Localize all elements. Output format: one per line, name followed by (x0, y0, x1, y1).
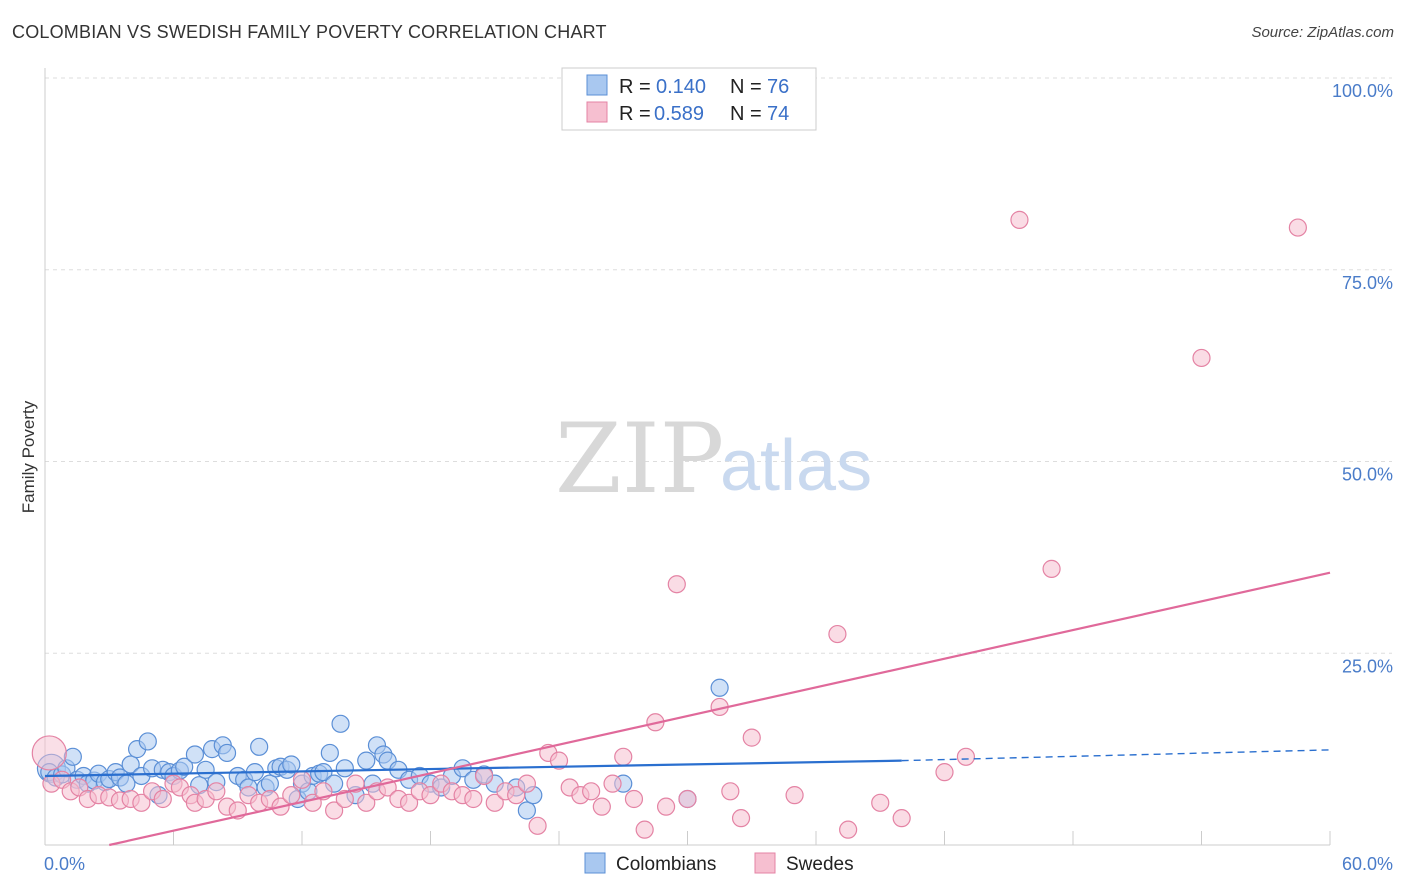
colombians-point (710, 678, 729, 697)
swedes-point (464, 789, 483, 809)
swedes-point (1010, 210, 1029, 229)
colombians-point (320, 743, 339, 763)
swedes-points (31, 210, 1307, 839)
swedes-point (474, 766, 494, 786)
y-tick-label-100: 100.0% (1332, 81, 1393, 101)
swedes-point (282, 786, 301, 805)
x-tick-label-0: 0.0% (44, 854, 85, 874)
swedes-point (207, 782, 226, 801)
colombians-point (357, 751, 376, 770)
colombians-point (517, 801, 536, 820)
bottom-legend-swatch-swedes (754, 852, 776, 874)
swedes-point (517, 774, 536, 793)
legend-n-label-1: N = (730, 76, 762, 98)
colombians-point (260, 774, 279, 793)
legend-swatch-colombians (586, 74, 608, 96)
colombians-point (282, 755, 301, 774)
legend-swatch-swedes (586, 101, 608, 123)
colombians-point (121, 755, 140, 774)
colombians-trend-line (44, 759, 902, 778)
swedes-trend-line (109, 571, 1331, 847)
watermark: ZIP atlas (555, 403, 872, 515)
legend-r-value-1: 0.140 (656, 76, 706, 98)
swedes-point (935, 763, 954, 782)
colombians-point (138, 732, 157, 751)
swedes-point (592, 797, 611, 816)
watermark-zip: ZIP (555, 403, 724, 515)
swedes-point (507, 786, 526, 805)
swedes-point (582, 782, 601, 801)
swedes-point (399, 793, 419, 812)
swedes-point (1288, 218, 1307, 237)
swedes-point (325, 801, 344, 820)
swedes-point (871, 793, 890, 812)
swedes-point (132, 793, 151, 812)
swedes-point (828, 624, 847, 644)
swedes-cluster-point (31, 735, 67, 771)
legend-r-value-2: 0.589 (654, 103, 704, 125)
grid-layer (45, 77, 1392, 654)
colombians-point (250, 737, 269, 756)
legend-r-label-2: R = (619, 103, 651, 125)
swedes-point (1042, 559, 1061, 578)
swedes-point (153, 789, 172, 809)
y-tick-label-50: 50.0% (1342, 465, 1393, 485)
swedes-point (785, 786, 804, 805)
top-legend: R = 0.140 N = 76 R = 0.589 N = 74 (561, 67, 817, 131)
y-axis-label: Family Poverty (19, 400, 38, 513)
swedes-point (421, 786, 440, 805)
axes-layer: 25.0% 50.0% 75.0% 100.0% 0.0% 60.0% (44, 68, 1393, 874)
bottom-legend-swedes: Swedes (786, 854, 854, 875)
x-tick-label-60: 60.0% (1342, 854, 1393, 874)
trend-layer (44, 571, 1331, 847)
swedes-point (667, 575, 686, 594)
colombians-point (335, 759, 354, 778)
colombians-point (185, 745, 205, 764)
bottom-legend-swatch-colombians (584, 852, 606, 874)
colombians-point (331, 714, 350, 733)
swedes-point (485, 793, 504, 812)
swedes-point (731, 809, 751, 828)
swedes-point (603, 774, 622, 793)
swedes-point (1192, 348, 1211, 368)
colombians-point (217, 743, 237, 763)
chart-title: COLOMBIAN VS SWEDISH FAMILY POVERTY CORR… (12, 22, 607, 42)
swedes-point (892, 809, 911, 828)
swedes-point (549, 751, 569, 770)
swedes-point (721, 782, 740, 801)
swedes-point (346, 774, 365, 793)
swedes-point (678, 789, 697, 809)
swedes-point (357, 793, 376, 812)
swedes-point (656, 797, 676, 816)
legend-n-value-2: 74 (767, 103, 789, 125)
swedes-point (292, 770, 312, 789)
swedes-point (614, 747, 633, 766)
swedes-point (528, 816, 547, 835)
watermark-atlas: atlas (720, 426, 872, 506)
bottom-legend: Colombians Swedes (584, 852, 854, 875)
swedes-point (335, 789, 354, 809)
swedes-point (635, 820, 654, 839)
colombians-point (175, 757, 194, 776)
legend-r-label-1: R = (619, 76, 651, 98)
chart-source: Source: ZipAtlas.com (1251, 24, 1394, 41)
swedes-point (839, 820, 858, 839)
swedes-point (742, 728, 761, 747)
legend-n-label-2: N = (730, 103, 762, 125)
swedes-point (956, 747, 976, 766)
y-tick-label-75: 75.0% (1342, 273, 1393, 293)
legend-n-value-1: 76 (767, 76, 789, 98)
y-tick-label-25: 25.0% (1342, 656, 1393, 676)
colombians-point (63, 747, 82, 766)
colombians-point (117, 774, 136, 793)
swedes-point (624, 789, 644, 809)
bottom-legend-colombians: Colombians (616, 854, 716, 875)
